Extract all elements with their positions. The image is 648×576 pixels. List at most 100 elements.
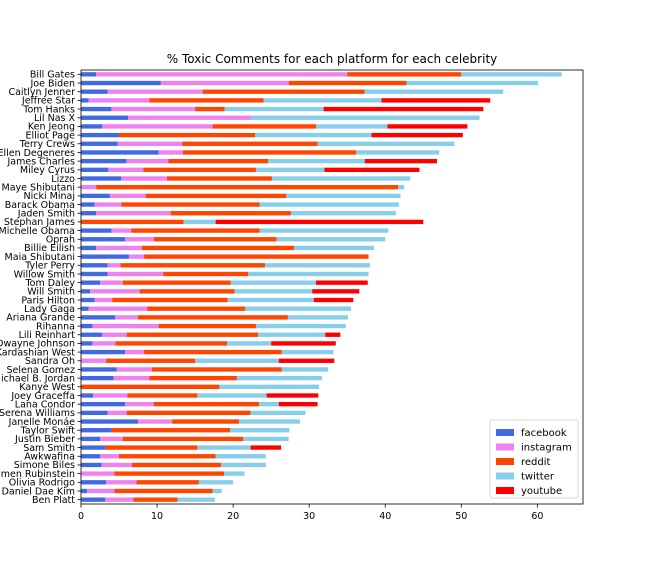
bar-twitter-32 xyxy=(281,349,334,355)
y-tick-label: James Charles xyxy=(6,156,75,167)
y-tick-label: Janelle Monáe xyxy=(8,417,75,428)
bar-reddit-1 xyxy=(288,80,407,86)
bar-twitter-19 xyxy=(276,237,386,242)
plot-frame xyxy=(80,69,584,505)
bar-twitter-16 xyxy=(290,211,396,216)
y-tick-label: Maia Shibutani xyxy=(5,252,75,263)
y-tick-label: Lady Gaga xyxy=(24,304,75,315)
bar-youtube-31 xyxy=(271,341,336,346)
chart-title: % Toxic Comments for each platform for e… xyxy=(167,52,498,66)
bar-facebook-2 xyxy=(81,89,108,94)
bar-facebook-12 xyxy=(81,176,122,181)
y-tick-label: Oprah xyxy=(46,235,75,246)
bar-twitter-12 xyxy=(271,176,411,181)
bar-youtube-33 xyxy=(278,358,335,363)
bar-facebook-42 xyxy=(81,436,101,442)
bar-twitter-42 xyxy=(243,436,289,442)
y-tick-label: Serena Williams xyxy=(0,408,75,419)
bar-reddit-44 xyxy=(119,454,216,459)
bar-facebook-4 xyxy=(81,106,112,112)
bar-twitter-14 xyxy=(286,193,401,199)
y-tick-label: Tom Daley xyxy=(24,278,75,289)
bar-instagram-42 xyxy=(100,436,123,442)
bar-twitter-5 xyxy=(251,115,480,120)
bar-instagram-27 xyxy=(88,306,148,311)
bar-facebook-30 xyxy=(81,332,103,337)
bar-youtube-38 xyxy=(278,402,318,407)
bar-instagram-32 xyxy=(125,349,145,355)
bar-facebook-8 xyxy=(81,141,118,146)
bar-twitter-9 xyxy=(356,150,440,155)
bar-youtube-43 xyxy=(250,445,282,450)
bar-reddit-7 xyxy=(119,132,256,138)
bar-reddit-28 xyxy=(138,315,288,320)
x-tick-label: 0 xyxy=(78,511,84,522)
bar-instagram-37 xyxy=(93,393,128,398)
bar-instagram-6 xyxy=(102,124,213,129)
y-tick-label: Tom Hanks xyxy=(22,104,75,115)
bar-reddit-15 xyxy=(121,202,260,207)
y-tick-label: Michelle Obama xyxy=(0,226,75,237)
bar-instagram-31 xyxy=(92,341,116,346)
bar-reddit-17 xyxy=(81,219,184,225)
x-tick-label: 10 xyxy=(151,511,163,522)
bar-facebook-18 xyxy=(81,228,112,233)
bar-twitter-4 xyxy=(224,106,324,112)
bar-twitter-0 xyxy=(461,72,562,77)
y-tick-label: Simone Biles xyxy=(14,460,75,471)
y-tick-label: Michael B. Jordan xyxy=(0,373,75,384)
bar-twitter-36 xyxy=(219,384,320,389)
bar-reddit-29 xyxy=(158,323,256,329)
bar-twitter-1 xyxy=(406,80,539,86)
bar-facebook-6 xyxy=(81,124,103,129)
y-tick-label: Billie Eilish xyxy=(24,243,75,254)
bar-instagram-14 xyxy=(109,193,146,199)
bar-facebook-1 xyxy=(81,80,161,86)
legend-label-instagram: instagram xyxy=(521,443,572,454)
bar-reddit-47 xyxy=(136,480,199,485)
bar-instagram-30 xyxy=(102,332,127,337)
x-tick-label: 20 xyxy=(227,511,239,522)
bar-reddit-27 xyxy=(147,306,246,311)
bar-twitter-13 xyxy=(398,185,405,190)
y-tick-label: Will Smith xyxy=(27,287,75,298)
bar-facebook-21 xyxy=(81,254,129,259)
bar-reddit-20 xyxy=(141,245,294,251)
bar-reddit-8 xyxy=(182,141,318,146)
bar-instagram-44 xyxy=(100,454,120,459)
bar-reddit-13 xyxy=(96,185,399,190)
bar-facebook-49 xyxy=(81,497,106,502)
bar-facebook-16 xyxy=(81,211,97,216)
y-tick-label: Sam Smith xyxy=(23,443,75,454)
legend-swatch-twitter xyxy=(496,472,514,480)
bar-youtube-25 xyxy=(312,289,360,294)
bar-youtube-10 xyxy=(364,158,437,164)
bar-instagram-39 xyxy=(107,410,127,416)
y-tick-label: Caitlyn Jenner xyxy=(8,87,75,98)
y-tick-label: Dwayne Johnson xyxy=(0,339,75,350)
bar-twitter-37 xyxy=(197,393,267,398)
bar-facebook-7 xyxy=(81,132,120,138)
bar-instagram-49 xyxy=(105,497,134,502)
bar-instagram-5 xyxy=(128,115,252,120)
y-tick-label: Sandra Oh xyxy=(25,356,75,367)
bar-instagram-0 xyxy=(96,72,348,77)
bar-reddit-6 xyxy=(212,124,317,129)
bar-youtube-30 xyxy=(325,332,341,337)
bar-twitter-27 xyxy=(245,306,352,311)
bar-twitter-31 xyxy=(227,341,272,346)
bar-twitter-26 xyxy=(227,297,314,303)
bar-facebook-31 xyxy=(81,341,93,346)
bar-twitter-47 xyxy=(198,480,234,485)
bar-twitter-40 xyxy=(239,419,301,424)
bar-facebook-37 xyxy=(81,393,94,398)
bar-youtube-3 xyxy=(381,98,491,103)
bar-instagram-9 xyxy=(158,150,183,155)
bar-instagram-4 xyxy=(111,106,196,112)
bar-youtube-4 xyxy=(323,106,484,112)
bar-youtube-6 xyxy=(387,124,468,129)
bar-instagram-29 xyxy=(92,323,159,329)
